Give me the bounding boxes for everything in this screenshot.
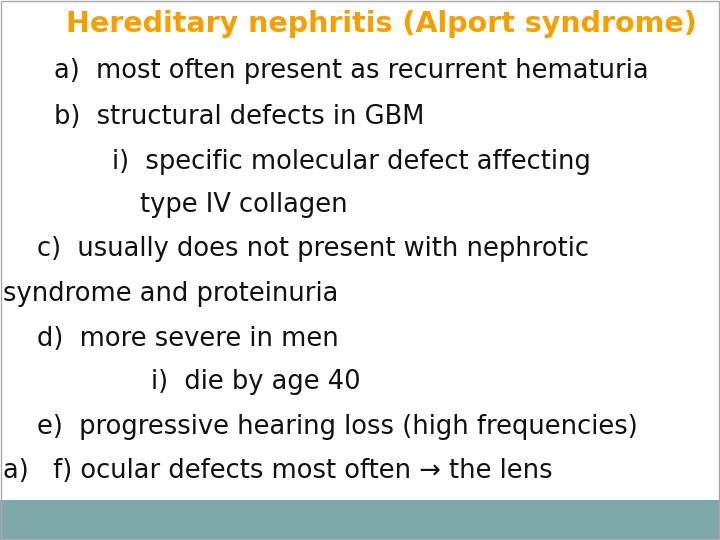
Text: d)  more severe in men: d) more severe in men: [37, 326, 339, 352]
Text: syndrome and proteinuria: syndrome and proteinuria: [3, 281, 338, 307]
Text: a)   f) ocular defects most often → the lens: a) f) ocular defects most often → the le…: [3, 458, 552, 484]
Text: i)  die by age 40: i) die by age 40: [151, 369, 361, 395]
Text: e)  progressive hearing loss (high frequencies): e) progressive hearing loss (high freque…: [37, 414, 638, 440]
Text: a)  most often present as recurrent hematuria: a) most often present as recurrent hemat…: [54, 58, 649, 84]
FancyBboxPatch shape: [0, 500, 720, 540]
Text: i)  specific molecular defect affecting: i) specific molecular defect affecting: [112, 149, 590, 175]
Text: type IV collagen: type IV collagen: [140, 192, 348, 218]
Text: Hereditary nephritis (Alport syndrome): Hereditary nephritis (Alport syndrome): [66, 10, 697, 38]
Text: b)  structural defects in GBM: b) structural defects in GBM: [54, 104, 424, 130]
Text: c)  usually does not present with nephrotic: c) usually does not present with nephrot…: [37, 237, 590, 262]
